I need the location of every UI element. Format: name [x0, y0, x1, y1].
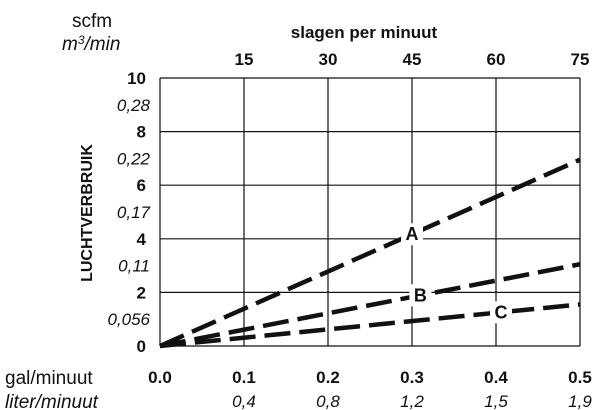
y-secondary-tick-label: 0,17: [117, 203, 151, 222]
x-secondary-tick-label: 1,5: [484, 392, 508, 410]
series-label-b: B: [414, 285, 427, 305]
y-tick-label: 8: [137, 123, 146, 142]
x-tick-label: 0.5: [568, 368, 592, 387]
series-label-bg: [490, 301, 513, 324]
top-axis-title: slagen per minuut: [291, 23, 438, 42]
y-secondary-tick-label: 0,056: [107, 310, 150, 329]
top-tick-label: 15: [235, 50, 254, 69]
x-secondary-tick-label: 0,8: [316, 392, 340, 410]
series-line-a: [159, 157, 581, 349]
y-tick-label: 10: [127, 69, 146, 88]
top-tick-label: 30: [319, 50, 338, 69]
series-label-bg: [409, 284, 432, 307]
x-tick-label: 0.2: [316, 368, 340, 387]
x-unit-secondary: liter/minuut: [5, 392, 99, 410]
series-lines: A B C: [159, 157, 581, 349]
y-tick-label: 0: [137, 337, 146, 356]
y-tick-label: 6: [137, 176, 146, 195]
y-unit-primary: scfm: [72, 11, 112, 32]
x-tick-label: 0.3: [400, 368, 424, 387]
x-tick-label: 0.1: [232, 368, 256, 387]
series-label-a: A: [406, 224, 419, 244]
x-secondary-tick-label: 0,4: [232, 392, 256, 410]
series-line-b: [159, 262, 581, 349]
top-tick-label: 60: [487, 50, 506, 69]
x-tick-label: 0.4: [484, 368, 508, 387]
x-tick-label: 0.0: [148, 368, 172, 387]
grid: [159, 77, 581, 347]
x-unit-primary: gal/minuut: [5, 368, 93, 389]
y-unit-secondary: m3/min: [62, 33, 120, 55]
y-tick-label: 4: [137, 230, 147, 249]
y-secondary-tick-label: 0,11: [118, 257, 150, 276]
x-secondary-tick-label: 1,2: [400, 392, 424, 410]
series-label-bg: [401, 223, 423, 246]
y-secondary-tick-label: 0,28: [117, 96, 151, 115]
x-secondary-tick-label: 1,9: [568, 392, 592, 410]
y-secondary-tick-label: 0,22: [117, 149, 151, 168]
series-line-c: [159, 302, 581, 349]
series-label-c: C: [495, 302, 508, 322]
tick-labels: 0.0 0.1 0.2 0.3 0.4 0.5 0,4 0,8 1,2 1,5 1,9 15 30 45 6…: [107, 50, 592, 410]
y-axis-title: LUCHTVERBRUIK: [79, 144, 96, 282]
top-tick-label: 45: [403, 50, 422, 69]
top-tick-label: 75: [571, 50, 590, 69]
y-tick-label: 2: [137, 283, 146, 302]
